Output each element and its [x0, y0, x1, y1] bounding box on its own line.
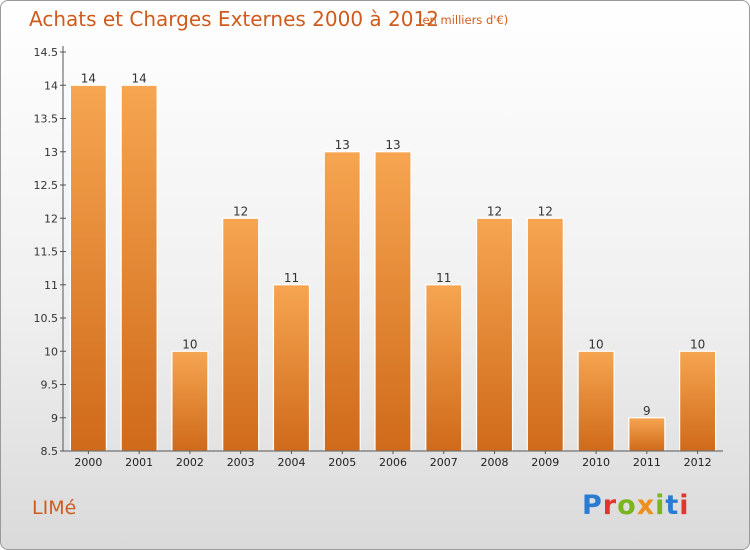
- chart-subtitle: (en milliers d'€): [418, 13, 509, 27]
- y-tick-label-8.5: 8.5: [41, 445, 59, 458]
- data-label-2005: 13: [335, 138, 350, 152]
- x-tick-label-2005: 2005: [328, 456, 356, 469]
- logo-letter: r: [602, 490, 618, 521]
- bar-2003: [222, 217, 260, 452]
- x-tick-label-2009: 2009: [531, 456, 559, 469]
- x-tick-label-2012: 2012: [684, 456, 712, 469]
- x-tick-label-2001: 2001: [125, 456, 153, 469]
- y-tick-label-9.5: 9.5: [41, 379, 59, 392]
- x-tick-label-2008: 2008: [481, 456, 509, 469]
- x-tick-label-2007: 2007: [430, 456, 458, 469]
- data-label-2009: 12: [538, 204, 553, 218]
- x-tick-label-2010: 2010: [582, 456, 610, 469]
- x-tick-label-2003: 2003: [227, 456, 255, 469]
- data-label-2004: 11: [284, 271, 299, 285]
- y-tick-label-12.5: 12.5: [34, 179, 59, 192]
- data-label-2012: 10: [690, 337, 705, 351]
- data-label-2002: 10: [182, 337, 197, 351]
- bar-2002: [171, 350, 209, 452]
- y-tick-label-14.5: 14.5: [34, 46, 59, 59]
- x-tick-label-2002: 2002: [176, 456, 204, 469]
- bar-2009: [526, 217, 564, 452]
- bar-2005: [323, 151, 361, 452]
- place-name: LIMé: [32, 497, 77, 519]
- y-tick-label-14: 14: [44, 79, 58, 92]
- data-label-2000: 14: [81, 71, 96, 85]
- x-tick-label-2011: 2011: [633, 456, 661, 469]
- y-tick-label-9: 9: [51, 412, 58, 425]
- data-label-2008: 12: [487, 204, 502, 218]
- y-tick-label-12: 12: [44, 212, 58, 225]
- chart-title: Achats et Charges Externes 2000 à 2012: [29, 7, 439, 31]
- x-tick-label-2000: 2000: [74, 456, 102, 469]
- logo-letter: o: [617, 490, 637, 521]
- logo-letter: P: [582, 490, 603, 521]
- bar-2010: [577, 350, 615, 452]
- y-tick-label-10: 10: [44, 345, 58, 358]
- logo-letter: t: [665, 490, 680, 521]
- data-label-2007: 11: [436, 271, 451, 285]
- logo-letter: i: [655, 490, 666, 521]
- y-tick-label-10.5: 10.5: [34, 312, 59, 325]
- bar-2007: [425, 284, 463, 452]
- bar-2004: [272, 284, 311, 452]
- bar-2011: [628, 417, 666, 452]
- bar-2008: [475, 217, 514, 452]
- data-label-2010: 10: [588, 337, 603, 351]
- x-tick-label-2004: 2004: [277, 456, 305, 469]
- data-label-2001: 14: [132, 71, 147, 85]
- data-label-2003: 12: [233, 204, 248, 218]
- data-label-2006: 13: [385, 138, 400, 152]
- bar-2006: [374, 151, 412, 452]
- y-tick-label-11.5: 11.5: [34, 246, 59, 259]
- y-tick-label-11: 11: [44, 279, 58, 292]
- proxiti-logo: Proxiti: [582, 490, 690, 521]
- bar-2012: [679, 350, 717, 452]
- bar-2001: [120, 84, 158, 452]
- logo-letter: x: [636, 490, 656, 521]
- y-tick-label-13: 13: [44, 146, 58, 159]
- logo-letter: i: [679, 490, 690, 521]
- data-label-2011: 9: [643, 404, 651, 418]
- x-tick-label-2006: 2006: [379, 456, 407, 469]
- bar-2000: [69, 84, 107, 452]
- y-tick-label-13.5: 13.5: [34, 113, 59, 126]
